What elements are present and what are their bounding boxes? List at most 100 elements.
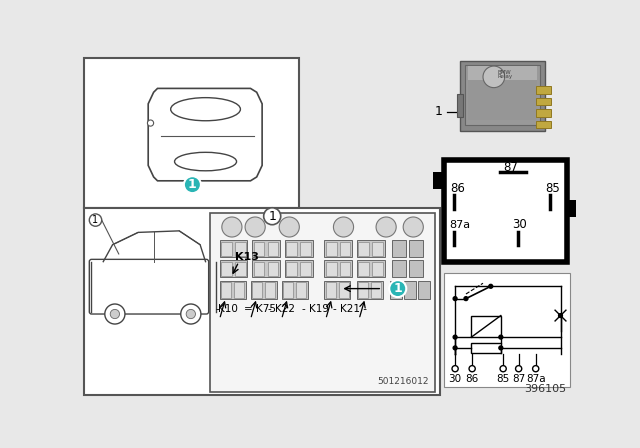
Bar [296, 282, 307, 298]
Bar [371, 282, 381, 298]
Bar [408, 240, 422, 257]
Bar [404, 281, 415, 299]
Polygon shape [148, 88, 262, 181]
Circle shape [452, 366, 458, 372]
Bar [433, 172, 446, 189]
Text: = K75: = K75 [244, 304, 276, 314]
Bar [408, 260, 422, 277]
Text: K10: K10 [218, 304, 238, 314]
Circle shape [453, 346, 457, 350]
Text: -: - [216, 304, 220, 314]
Bar [326, 262, 337, 276]
Bar [324, 281, 351, 299]
Bar [221, 241, 232, 255]
Text: 87a: 87a [449, 220, 470, 230]
Bar [283, 282, 293, 298]
Circle shape [403, 217, 423, 237]
Bar [372, 262, 383, 276]
Bar [326, 241, 337, 255]
Bar [392, 260, 406, 277]
Circle shape [483, 66, 505, 88]
Circle shape [376, 217, 396, 237]
Circle shape [389, 280, 406, 297]
Bar [253, 241, 264, 255]
Circle shape [333, 217, 353, 237]
Bar [285, 260, 312, 277]
Bar [356, 240, 385, 257]
Bar [390, 281, 402, 299]
Bar [536, 98, 551, 105]
Text: 85: 85 [545, 182, 560, 195]
Bar [372, 241, 383, 255]
Text: 30: 30 [449, 374, 461, 383]
Circle shape [489, 284, 493, 288]
Circle shape [464, 297, 468, 301]
Bar [444, 160, 566, 262]
Text: 87: 87 [512, 374, 525, 383]
Circle shape [499, 335, 503, 339]
Bar [234, 282, 244, 298]
Bar [565, 200, 577, 217]
Bar [358, 262, 369, 276]
Bar [326, 282, 336, 298]
Bar [220, 240, 248, 257]
Bar [536, 109, 551, 117]
Text: - K21 -: - K21 - [333, 304, 367, 314]
Text: Relay: Relay [497, 74, 512, 79]
Text: 85: 85 [497, 374, 510, 383]
Bar [300, 262, 311, 276]
Circle shape [499, 346, 503, 350]
Text: 501216012: 501216012 [377, 377, 429, 386]
Text: 87: 87 [503, 161, 518, 174]
Circle shape [147, 120, 154, 126]
Bar [250, 281, 277, 299]
Bar [418, 281, 429, 299]
Bar [252, 260, 280, 277]
Bar [460, 61, 545, 131]
Bar [286, 262, 297, 276]
Bar [340, 262, 351, 276]
Circle shape [264, 208, 281, 225]
Bar [84, 58, 300, 208]
Bar [252, 282, 262, 298]
Text: 86: 86 [465, 374, 479, 383]
Bar [358, 241, 369, 255]
Circle shape [180, 304, 201, 324]
Text: K13: K13 [235, 252, 259, 262]
Bar [221, 262, 232, 276]
Circle shape [184, 176, 201, 193]
Circle shape [453, 297, 457, 301]
Text: 1: 1 [394, 282, 402, 295]
Bar [253, 262, 264, 276]
Bar [465, 65, 540, 125]
Circle shape [559, 314, 563, 318]
Circle shape [532, 366, 539, 372]
Bar [268, 262, 278, 276]
Bar [268, 241, 278, 255]
Bar [356, 260, 385, 277]
Text: - K19: - K19 [301, 304, 329, 314]
Bar [265, 282, 275, 298]
Bar [339, 282, 349, 298]
Bar [282, 281, 308, 299]
Text: 1: 1 [92, 215, 99, 225]
Circle shape [105, 304, 125, 324]
Bar [285, 240, 312, 257]
Bar [324, 240, 352, 257]
Bar [220, 260, 248, 277]
Text: 1: 1 [188, 178, 196, 191]
Circle shape [500, 366, 506, 372]
Circle shape [222, 217, 242, 237]
Bar [392, 240, 406, 257]
Circle shape [110, 310, 120, 319]
Text: 396105: 396105 [525, 384, 566, 394]
Bar [84, 208, 440, 395]
Circle shape [469, 366, 476, 372]
Ellipse shape [175, 152, 237, 171]
Bar [356, 281, 383, 299]
Bar [221, 282, 231, 298]
Bar [300, 241, 311, 255]
Text: 1: 1 [435, 105, 443, 118]
Bar [358, 282, 368, 298]
Circle shape [90, 214, 102, 226]
